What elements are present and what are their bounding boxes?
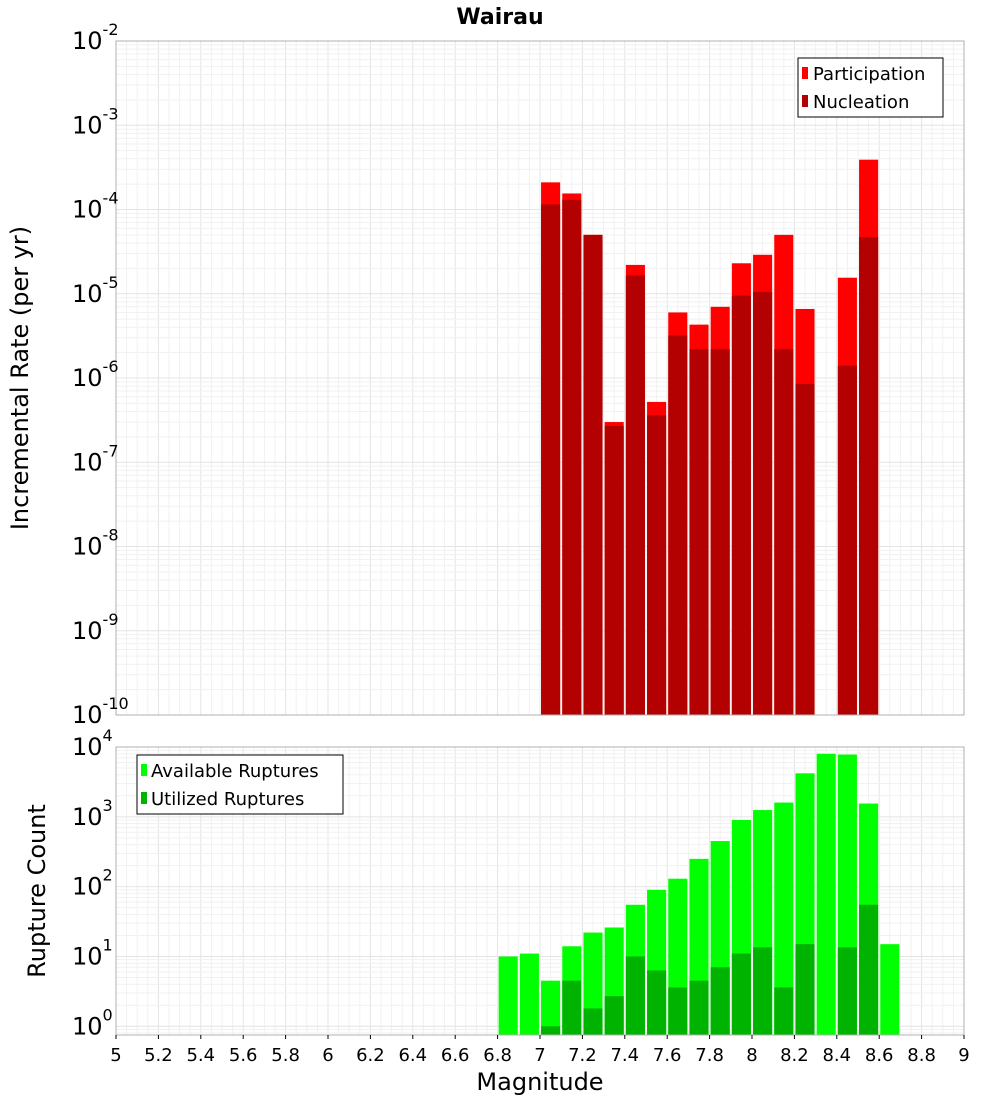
x-axis-label: Magnitude [476, 1068, 603, 1096]
bottom-y-tick-label: 104 [72, 726, 113, 761]
bottom-bar-utilized-ruptures [668, 987, 688, 1035]
legend-label-utilized: Utilized Ruptures [151, 789, 304, 810]
top-bar-nucleation [774, 349, 794, 715]
x-tick-label: 8.2 [780, 1045, 809, 1066]
top-bar-nucleation [562, 199, 582, 715]
bottom-bar-utilized-ruptures [647, 970, 667, 1035]
top-bar-nucleation [731, 295, 751, 715]
x-tick-label: 6.4 [398, 1045, 427, 1066]
x-tick-label: 8.4 [822, 1045, 851, 1066]
x-tick-label: 5.8 [271, 1045, 300, 1066]
x-tick-label: 7.8 [695, 1045, 724, 1066]
top-plot-frame [115, 40, 965, 716]
bottom-legend-box [136, 754, 344, 815]
bottom-bar-available-ruptures [498, 956, 518, 1035]
top-bar-nucleation [604, 425, 624, 715]
top-y-tick-label: 10-4 [72, 189, 119, 224]
top-y-ticks: 10-10 10-9 10-8 10-7 10-6 10-5 10-4 10-3 10-2 [72, 20, 129, 729]
top-y-tick-label: 10-6 [72, 357, 119, 392]
bottom-bar-utilized-ruptures [753, 947, 773, 1035]
top-y-axis-label: Incremental Rate (per yr) [6, 226, 34, 530]
top-bar-nucleation [647, 415, 667, 715]
bottom-bar-utilized-ruptures [604, 996, 624, 1035]
top-y-tick-label: 10-5 [72, 273, 119, 308]
x-tick-label: 6.6 [441, 1045, 470, 1066]
bottom-x-ticks: 5 5.2 5.4 5.6 5.8 6 6.2 6.4 6.6 6.8 7 7.2 7.4 7.6 7.8 8… [110, 1035, 970, 1066]
bottom-bar-available-ruptures [816, 753, 836, 1035]
bottom-bar-utilized-ruptures [837, 947, 857, 1035]
bottom-bar-available-ruptures [774, 802, 794, 1035]
bottom-panel: 100 101 102 103 104 5 5.2 5.4 5.6 5.8 6 6.2 6.4 6.6 6… [23, 726, 970, 1096]
top-bar-nucleation [795, 383, 815, 715]
legend-label-available: Available Ruptures [151, 761, 319, 782]
top-bar-nucleation [583, 234, 603, 716]
top-y-tick-label: 10-9 [72, 610, 119, 645]
bottom-bar-utilized-ruptures [562, 980, 582, 1035]
legend-swatch-utilized [141, 792, 147, 804]
top-y-tick-label: 10-8 [72, 526, 119, 561]
top-bar-nucleation [668, 335, 688, 715]
bottom-bar-utilized-ruptures [625, 956, 645, 1035]
top-y-tick-label: 10-3 [72, 104, 119, 139]
bottom-bar-utilized-ruptures [795, 944, 815, 1035]
bottom-bar-available-ruptures [880, 944, 900, 1035]
x-tick-label: 8.8 [907, 1045, 936, 1066]
x-tick-label: 7.4 [610, 1045, 639, 1066]
x-tick-label: 5.6 [229, 1045, 258, 1066]
chart-title: Wairau [456, 5, 543, 30]
bottom-y-tick-label: 100 [72, 1005, 113, 1040]
bottom-bar-utilized-ruptures [689, 980, 709, 1035]
bottom-bar-utilized-ruptures [859, 904, 879, 1035]
legend-swatch-nucleation [802, 95, 808, 107]
top-y-tick-label: 10-7 [72, 441, 119, 476]
bottom-bar-utilized-ruptures [541, 1026, 561, 1035]
top-bar-nucleation [541, 204, 561, 715]
x-tick-label: 9 [958, 1045, 969, 1066]
bottom-legend: Available Ruptures Utilized Ruptures [136, 754, 344, 815]
x-tick-label: 7.6 [653, 1045, 682, 1066]
top-bars [541, 159, 879, 716]
x-tick-label: 8.6 [865, 1045, 894, 1066]
legend-label-participation: Participation [813, 64, 925, 85]
x-tick-label: 6.8 [483, 1045, 512, 1066]
bottom-bar-utilized-ruptures [583, 1008, 603, 1035]
top-grid [116, 40, 964, 716]
top-legend-box [797, 57, 944, 118]
bottom-bar-utilized-ruptures [710, 967, 730, 1035]
x-tick-label: 5 [110, 1045, 121, 1066]
top-bar-nucleation [625, 275, 645, 715]
top-bar-nucleation [859, 237, 879, 715]
bottom-bar-available-ruptures [519, 953, 539, 1035]
bottom-y-tick-label: 103 [72, 796, 113, 831]
x-tick-label: 7 [534, 1045, 545, 1066]
bottom-bars [498, 753, 900, 1035]
top-bar-nucleation [710, 349, 730, 715]
top-panel: 10-10 10-9 10-8 10-7 10-6 10-5 10-4 10-3 10-2 In… [6, 20, 965, 729]
x-tick-label: 6.2 [356, 1045, 385, 1066]
top-bar-nucleation [689, 349, 709, 715]
x-tick-label: 5.2 [144, 1045, 173, 1066]
bottom-bar-available-ruptures [541, 980, 561, 1035]
top-y-tick-label: 10-10 [72, 694, 129, 729]
top-bar-nucleation [837, 365, 857, 715]
x-tick-label: 6 [322, 1045, 333, 1066]
bottom-bar-utilized-ruptures [774, 987, 794, 1035]
legend-swatch-available [141, 764, 147, 776]
top-bar-nucleation [753, 291, 773, 715]
x-tick-label: 7.2 [568, 1045, 597, 1066]
legend-label-nucleation: Nucleation [813, 92, 909, 113]
x-tick-label: 5.4 [186, 1045, 215, 1066]
bottom-bar-utilized-ruptures [731, 953, 751, 1035]
bottom-y-ticks: 100 101 102 103 104 [72, 726, 113, 1040]
legend-swatch-participation [802, 67, 808, 79]
bottom-y-tick-label: 101 [72, 935, 113, 970]
bottom-y-tick-label: 102 [72, 866, 113, 901]
top-y-tick-label: 10-2 [72, 20, 119, 55]
top-legend: Participation Nucleation [797, 57, 944, 118]
x-tick-label: 8 [746, 1045, 757, 1066]
bottom-y-axis-label: Rupture Count [23, 804, 51, 978]
